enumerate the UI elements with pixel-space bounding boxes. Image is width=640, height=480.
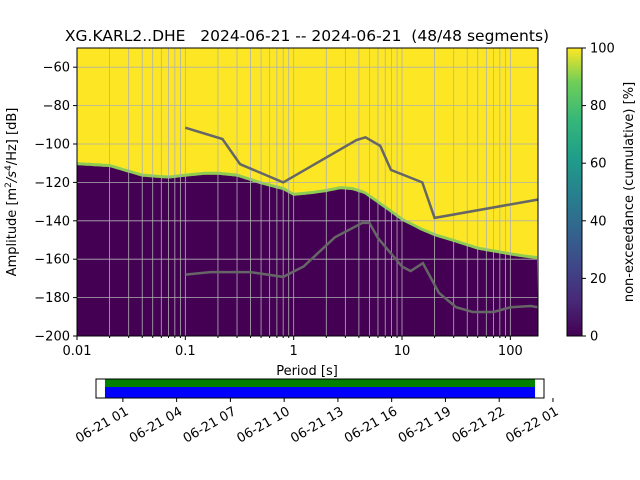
colorbar-ticks: 0 20 40 60 80 100 [582,42,615,345]
low-noise-model-line [185,221,538,314]
timeline-tick-label: 06-21 19 [396,404,454,446]
timeline-tick-label: 06-21 07 [181,404,239,446]
y-label-part-1: Amplitude [m [5,188,20,277]
plot-frame [76,47,539,337]
high-noise-model-line [184,126,538,220]
colorbar-tick-label: 100 [590,42,615,57]
y-tick-label: −100 [34,138,70,153]
timeline-tick-label: 06-21 01 [73,404,131,446]
y-tick-label: −160 [34,253,70,268]
colorbar-tick-label: 40 [590,214,607,229]
y-tick-label: −180 [34,291,70,306]
timeline-tick-label: 06-21 16 [342,404,400,446]
y-label-sup-1: 2 [4,182,14,188]
data-coverage-bar [104,379,536,387]
timeline-border [95,378,545,399]
grid-lines [77,48,538,336]
y-tick-label: −60 [43,61,70,76]
segments-bar [104,387,536,398]
y-label-sup-2: 4 [4,165,14,171]
timeline-tick-label: 06-21 04 [127,404,185,446]
y-tick-label: −140 [34,214,70,229]
y-tick-label: −80 [43,99,70,114]
y-axis-label: Amplitude [m2/s4/Hz] [dB] [4,108,20,277]
colorbar-tick-label: 20 [590,272,607,287]
chart-title: XG.KARL2..DHE 2024-06-21 -- 2024-06-21 (… [65,27,549,45]
y-axis: −200 −180 −160 −140 −120 −100 −80 −60 [34,61,77,345]
x-tick-label: 10 [394,344,411,359]
colorbar-tick-label: 80 [590,99,607,114]
heatmap-transition-band [77,162,538,260]
y-label-part-3: /Hz] [dB] [5,108,20,166]
timeline-bars [95,378,545,399]
y-label-part-2: /s [5,171,20,183]
psd-plot: 0.01 0.1 1 10 100 −200 −180 −160 −140 −120 −100 −8… [34,47,539,359]
timeline-tick-label: 06-21 10 [235,404,293,446]
colorbar-tick-label: 60 [590,157,607,172]
noise-model-lines [184,126,538,314]
psd-heatmap [77,48,538,336]
timeline-tick-label: 06-22 01 [503,404,561,446]
timeline-tick-label: 06-21 22 [450,404,508,446]
x-tick-label: 0.01 [63,344,92,359]
x-tick-label: 0.1 [175,344,196,359]
colorbar-tick-label: 0 [590,330,598,345]
colorbar-gradient [566,47,583,337]
y-tick-label: −120 [34,176,70,191]
colorbar-label: non-exceedance (cumulative) [%] [622,82,637,302]
heatmap-low-region [77,165,538,336]
timeline-tick-label: 06-21 13 [288,404,346,446]
colorbar: 0 20 40 60 80 100 non-exceedance (cumulative)… [566,42,637,345]
x-tick-label: 1 [290,344,298,359]
x-axis-label: Period [s] [276,364,338,379]
x-tick-label: 100 [498,344,523,359]
y-tick-label: −200 [34,330,70,345]
x-axis: 0.01 0.1 1 10 100 [63,336,523,359]
